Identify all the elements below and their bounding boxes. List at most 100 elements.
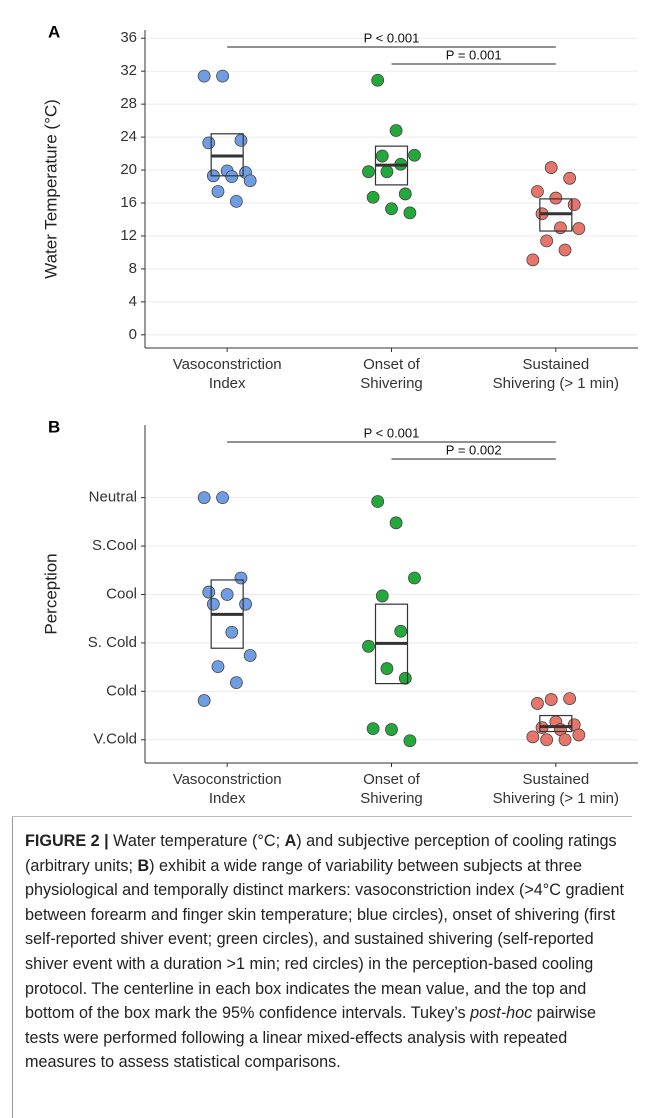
point (403, 734, 417, 748)
point (540, 733, 554, 747)
point (202, 585, 216, 599)
x-tick-label: Sustained (522, 771, 589, 788)
panel-label: A (48, 22, 60, 41)
y-tick-label: 32 (120, 62, 137, 79)
point (385, 202, 398, 216)
point (220, 588, 234, 601)
figure: A Water Temperature (°C) 0 4 8 12 16 20 24 28 32 36… (41, 22, 638, 807)
point (216, 491, 229, 505)
point (572, 222, 586, 235)
point (229, 676, 243, 690)
caption-run: ) exhibit a wide range of variability be… (25, 856, 624, 1023)
point (375, 149, 389, 163)
point (526, 253, 540, 267)
point (239, 597, 252, 611)
point (234, 133, 248, 147)
point (389, 516, 403, 530)
point (371, 495, 385, 508)
y-tick-label: V.Cold (93, 731, 137, 748)
caption-run: post-hoc (470, 1004, 533, 1023)
y-axis-title: Water Temperature (°C) (41, 99, 60, 279)
point (216, 69, 229, 83)
point (371, 73, 385, 87)
point (234, 571, 248, 585)
significance-label: P < 0.001 (364, 425, 420, 440)
y-tick-label: 16 (120, 194, 137, 211)
x-tick-label: Index (209, 375, 246, 392)
y-tick-label: 20 (120, 161, 137, 178)
ci-box (539, 714, 573, 733)
point (526, 730, 540, 744)
point (380, 165, 394, 179)
caption: FIGURE 2 | Water temperature (°C; A) and… (12, 816, 632, 1118)
x-tick-label: Vasoconstriction (173, 771, 282, 788)
point (408, 571, 421, 585)
x-tick-label: Shivering (> 1 min) (493, 375, 619, 392)
caption-run: A (284, 832, 297, 850)
significance-label: P = 0.001 (446, 47, 502, 62)
y-tick-label: S. Cold (88, 634, 137, 651)
point (243, 174, 257, 188)
point (398, 187, 412, 201)
x-tick-label: Onset of (363, 356, 421, 373)
y-tick-label: Cold (106, 682, 137, 699)
x-tick-label: Shivering (360, 375, 423, 392)
point (531, 697, 544, 710)
point (366, 190, 380, 204)
point (375, 589, 389, 603)
point (572, 728, 586, 742)
y-tick-label: 24 (120, 128, 137, 145)
y-tick-label: 8 (129, 260, 137, 277)
point (549, 191, 563, 205)
point (197, 491, 211, 505)
point (380, 662, 394, 675)
x-tick-label: Index (209, 790, 246, 807)
x-tick-label: Shivering (360, 790, 423, 807)
y-tick-label: 12 (120, 227, 137, 244)
y-tick-label: 4 (129, 293, 137, 310)
point (362, 165, 375, 179)
y-tick-label: Cool (106, 585, 137, 602)
point (385, 723, 398, 736)
point (202, 136, 216, 150)
point (211, 185, 225, 198)
y-tick-label: S.Cool (92, 537, 137, 554)
point (211, 660, 225, 674)
y-tick-label: 28 (120, 95, 137, 112)
y-axis-title: Perception (41, 553, 60, 634)
point (225, 625, 239, 639)
x-tick-label: Sustained (522, 356, 589, 373)
point (225, 170, 239, 184)
point (206, 597, 220, 611)
caption-run: ) and subjective perception of cooling r… (25, 832, 617, 875)
point (408, 148, 421, 162)
y-tick-label: 36 (120, 29, 137, 46)
caption-run: FIGURE 2 | (25, 832, 109, 850)
point (563, 692, 577, 705)
significance-label: P < 0.001 (364, 30, 420, 45)
caption-run: pairwise tests were performed following … (25, 1004, 597, 1072)
point (197, 694, 211, 707)
y-tick-label: 0 (129, 326, 137, 343)
caption-run: B (137, 856, 150, 875)
x-tick-label: Onset of (363, 771, 421, 788)
point (403, 206, 417, 220)
point (197, 69, 211, 83)
point (362, 639, 375, 653)
x-tick-label: Vasoconstriction (173, 356, 282, 373)
point (554, 221, 567, 235)
point (540, 234, 554, 248)
point (563, 171, 577, 185)
point (366, 722, 380, 736)
point (567, 198, 581, 212)
point (531, 185, 544, 198)
point (229, 194, 243, 208)
point (558, 733, 572, 747)
point (398, 671, 412, 685)
x-tick-label: Shivering (> 1 min) (493, 790, 619, 807)
caption-run: Water temperature (°C; (108, 832, 285, 850)
panel-label: B (48, 417, 60, 436)
significance-label: P = 0.002 (446, 442, 502, 457)
point (544, 693, 558, 706)
